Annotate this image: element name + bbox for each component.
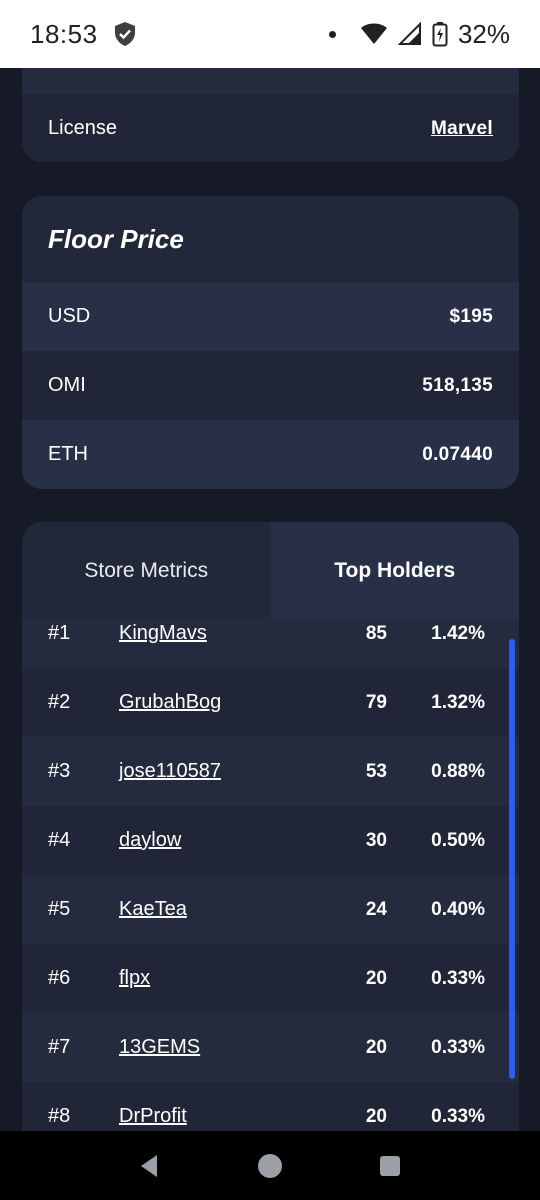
holder-count: 20 [365, 1105, 387, 1127]
floor-price-value: 0.07440 [422, 443, 493, 465]
tab-top-holders[interactable]: Top Holders [270, 522, 519, 619]
holder-name-link[interactable]: KingMavs [119, 622, 207, 644]
status-bar: 18:53 32% [0, 0, 540, 68]
holder-count: 30 [365, 829, 387, 851]
holder-rank: #8 [48, 1105, 71, 1127]
notification-dot-icon [328, 30, 336, 38]
license-row: License Marvel [22, 94, 519, 162]
license-card: License Marvel [22, 68, 519, 162]
floor-price-card: Floor Price USD $195 OMI 518,135 ETH 0.0… [22, 196, 519, 489]
license-link[interactable]: Marvel [430, 117, 493, 139]
floor-price-title: Floor Price [22, 196, 519, 282]
list-item: #4 daylow 30 0.50% [22, 806, 519, 875]
holders-card: Store Metrics Top Holders #1 KingMavs 85… [22, 522, 519, 1131]
list-item: #7 13GEMS 20 0.33% [22, 1013, 519, 1082]
holder-rank: #4 [48, 829, 71, 851]
holder-rank: #1 [48, 622, 71, 644]
wifi-icon [360, 23, 387, 44]
metrics-tabs: Store Metrics Top Holders [22, 522, 519, 619]
floor-price-label: OMI [48, 374, 86, 396]
list-scrollbar[interactable] [509, 639, 515, 1079]
back-icon[interactable] [137, 1153, 163, 1179]
home-icon[interactable] [257, 1153, 283, 1179]
floor-price-label: USD [48, 305, 91, 327]
holder-count: 53 [365, 760, 387, 782]
list-item: #3 jose110587 53 0.88% [22, 737, 519, 806]
previous-row-partial [22, 68, 519, 94]
list-item: #6 flpx 20 0.33% [22, 944, 519, 1013]
floor-price-value: $195 [449, 305, 493, 327]
top-holders-rows: #1 KingMavs 85 1.42% #2 GrubahBog 79 1.3… [22, 619, 519, 1130]
holder-name-link[interactable]: 13GEMS [119, 1036, 201, 1058]
holder-percentage: 1.32% [431, 691, 485, 713]
top-holders-list[interactable]: #1 KingMavs 85 1.42% #2 GrubahBog 79 1.3… [22, 619, 519, 1130]
holder-rank: #6 [48, 967, 71, 989]
holder-rank: #3 [48, 760, 71, 782]
holder-name-link[interactable]: KaeTea [119, 898, 187, 920]
list-item: #2 GrubahBog 79 1.32% [22, 668, 519, 737]
holder-count: 24 [365, 898, 387, 920]
holder-rank: #7 [48, 1036, 71, 1058]
battery-percentage: 32% [457, 18, 510, 49]
shield-icon [114, 22, 135, 46]
holder-name-link[interactable]: daylow [119, 829, 182, 851]
system-nav-bar [0, 1131, 540, 1200]
floor-price-label: ETH [48, 443, 88, 465]
holder-name-link[interactable]: DrProfit [119, 1105, 187, 1127]
floor-price-value: 518,135 [422, 374, 493, 396]
scroll-content[interactable]: License Marvel Floor Price USD $195 OMI … [0, 68, 540, 1131]
holder-count: 20 [365, 967, 387, 989]
license-label: License [48, 117, 117, 139]
holder-percentage: 0.88% [431, 760, 485, 782]
floor-price-row-eth: ETH 0.07440 [22, 420, 519, 489]
signal-icon [397, 22, 421, 45]
holder-count: 85 [365, 622, 387, 644]
battery-icon [432, 22, 448, 47]
list-item: #8 DrProfit 20 0.33% [22, 1082, 519, 1130]
holder-percentage: 0.33% [431, 1105, 485, 1127]
holder-count: 79 [365, 691, 387, 713]
list-item: #5 KaeTea 24 0.40% [22, 875, 519, 944]
holder-percentage: 1.42% [431, 622, 485, 644]
holder-name-link[interactable]: jose110587 [119, 760, 221, 782]
holder-rank: #2 [48, 691, 71, 713]
holder-name-link[interactable]: flpx [119, 967, 151, 989]
list-item: #1 KingMavs 85 1.42% [22, 619, 519, 668]
holder-percentage: 0.33% [431, 967, 485, 989]
holder-count: 20 [365, 1036, 387, 1058]
floor-price-row-usd: USD $195 [22, 282, 519, 351]
holder-percentage: 0.33% [431, 1036, 485, 1058]
status-time: 18:53 [30, 18, 98, 49]
holder-name-link[interactable]: GrubahBog [119, 691, 222, 713]
holder-percentage: 0.40% [431, 898, 485, 920]
holder-rank: #5 [48, 898, 71, 920]
status-right: 32% [328, 18, 510, 50]
holder-percentage: 0.50% [431, 829, 485, 851]
recents-icon[interactable] [377, 1153, 403, 1179]
floor-price-row-omi: OMI 518,135 [22, 351, 519, 420]
tab-store-metrics[interactable]: Store Metrics [22, 522, 271, 619]
